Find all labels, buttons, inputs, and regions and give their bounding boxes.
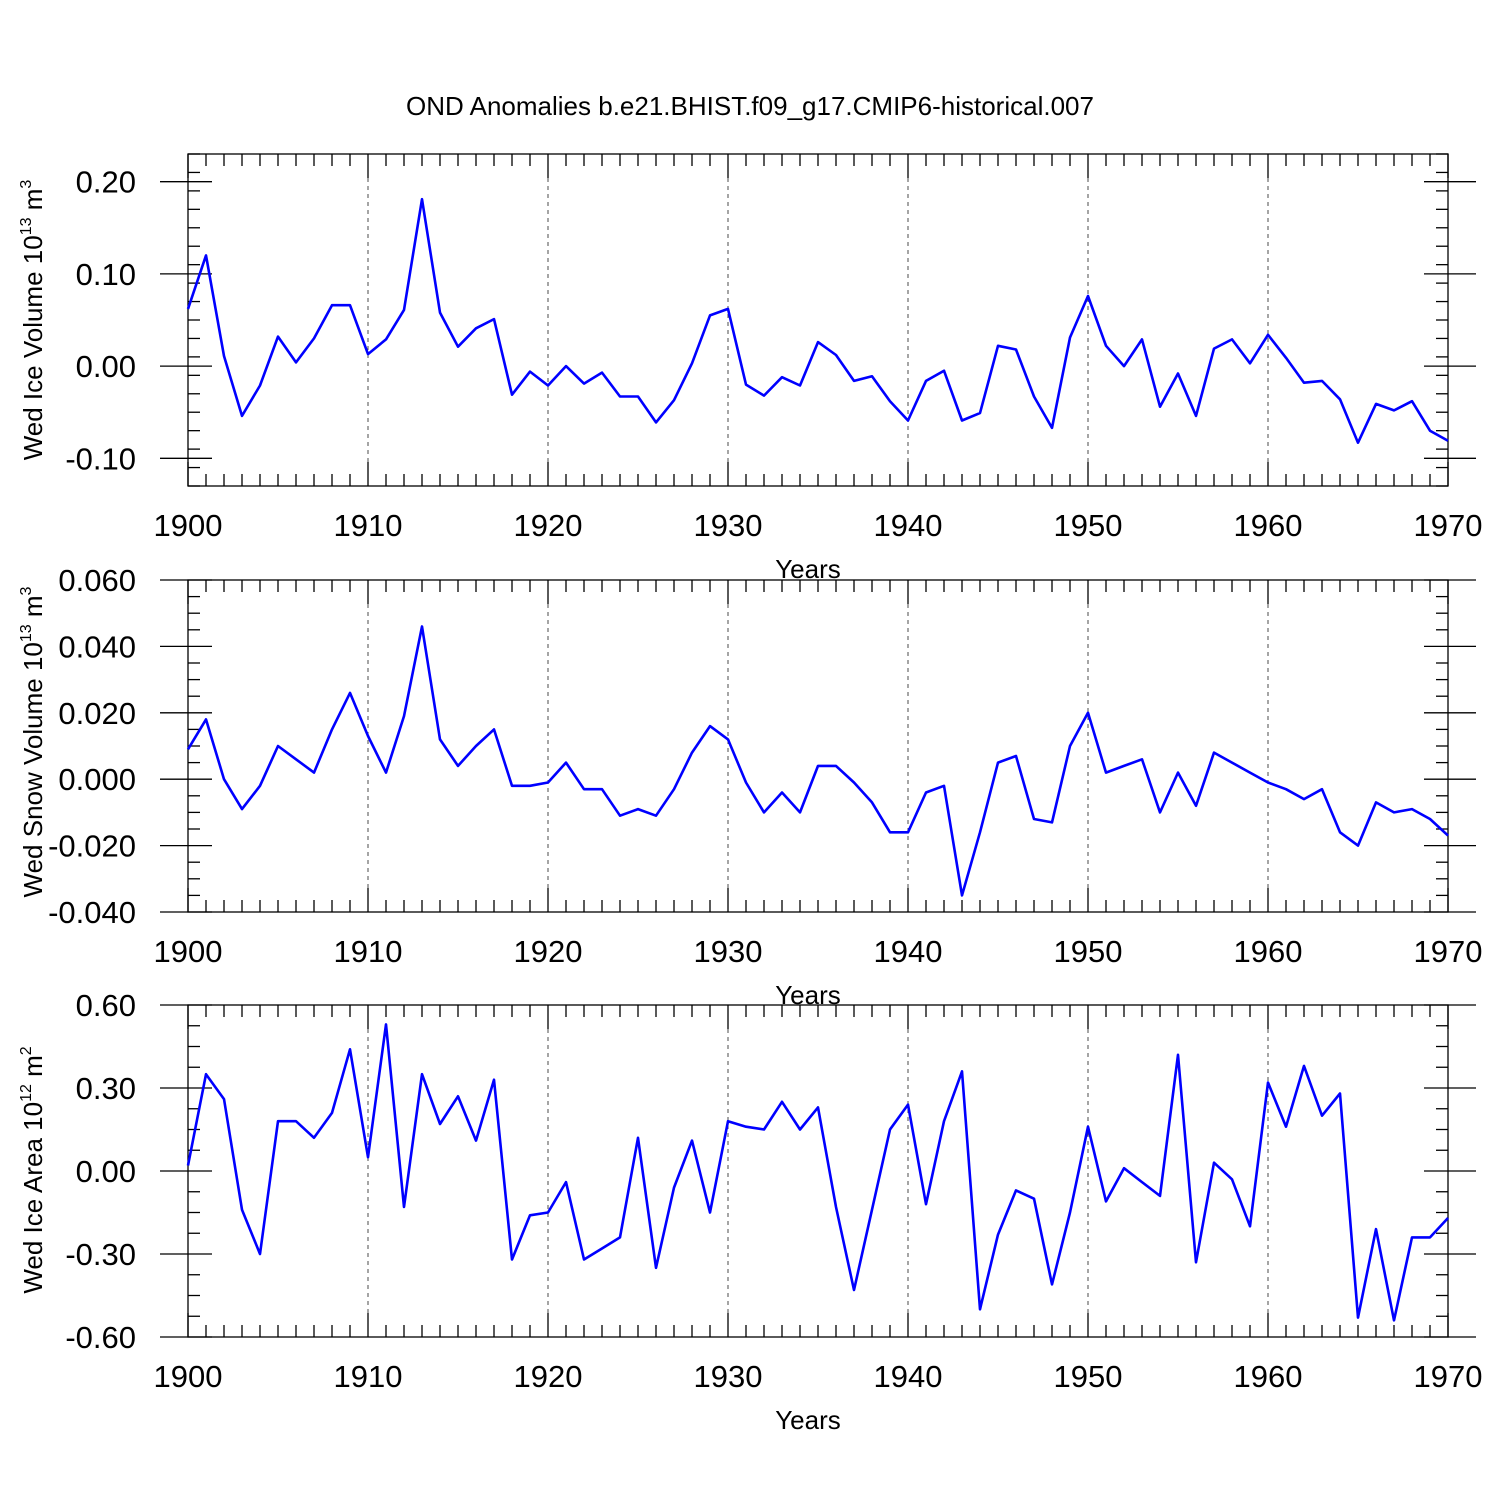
x-tick-label: 1940 xyxy=(874,508,943,543)
y-tick-label: 0.040 xyxy=(58,629,136,664)
y-axis-label-unit-exponent: 2 xyxy=(18,1046,35,1055)
y-tick-label: -0.60 xyxy=(65,1320,136,1355)
y-axis-label-text: Wed Ice Area 10 xyxy=(18,1102,48,1294)
series-line xyxy=(186,197,1449,445)
y-tick-label: 0.00 xyxy=(76,1154,136,1189)
panel-2: 1900 1910 1920 1930 1940 1950 1960 1970Years-0.… xyxy=(18,563,1482,1010)
x-tick-label: 1970 xyxy=(1414,508,1483,543)
panel-1: 1900 1910 1920 1930 1940 1950 1960 1970 Years -0.… xyxy=(18,153,1483,584)
y-tick-label: 0.020 xyxy=(58,696,136,731)
y-axis-label-unit: m xyxy=(18,1055,48,1084)
y-axis-label: Wed Ice Area 1012 m2 xyxy=(18,1046,48,1293)
x-tick-label: 1930 xyxy=(694,934,763,969)
y-axis-label: Wed Ice Volume 1013 m3 xyxy=(18,180,48,461)
x-axis-label: Years xyxy=(775,554,841,584)
x-tick-label: 1970 xyxy=(1414,1359,1483,1394)
plot-frame xyxy=(187,1004,1449,1338)
y-tick-label: -0.30 xyxy=(65,1237,136,1272)
series-line xyxy=(186,625,1449,897)
x-axis-label: Years xyxy=(775,1405,841,1435)
x-tick-label: 1900 xyxy=(154,1359,223,1394)
y-tick-label: 0.060 xyxy=(58,563,136,598)
x-tick-label: 1910 xyxy=(334,1359,403,1394)
x-tick-label: 1940 xyxy=(874,934,943,969)
x-tick-label: 1910 xyxy=(334,934,403,969)
y-axis-label: Wed Snow Volume 1013 m3 xyxy=(18,586,48,897)
x-tick-label: 1930 xyxy=(694,508,763,543)
y-tick-label: 0.30 xyxy=(76,1071,136,1106)
y-tick-label: 0.00 xyxy=(76,349,136,384)
x-tick-label: 1960 xyxy=(1234,508,1303,543)
y-axis-label-exponent: 13 xyxy=(18,624,35,642)
plot-frame xyxy=(187,153,1449,487)
series-line xyxy=(186,1023,1449,1322)
y-axis-label-exponent: 12 xyxy=(18,1084,35,1102)
plot-frame xyxy=(187,579,1449,913)
x-tick-label: 1950 xyxy=(1054,508,1123,543)
x-tick-label: 1970 xyxy=(1414,934,1483,969)
y-tick-label: -0.10 xyxy=(65,441,136,476)
y-axis-label-unit-exponent: 3 xyxy=(18,180,35,189)
x-tick-label: 1950 xyxy=(1054,934,1123,969)
x-tick-label: 1920 xyxy=(514,1359,583,1394)
y-axis-label-unit: m xyxy=(18,595,48,624)
x-tick-label: 1940 xyxy=(874,1359,943,1394)
x-tick-label: 1920 xyxy=(514,508,583,543)
x-tick-label: 1930 xyxy=(694,1359,763,1394)
y-tick-label: 0.20 xyxy=(76,165,136,200)
x-tick-label: 1960 xyxy=(1234,1359,1303,1394)
y-axis-label-text: Wed Snow Volume 10 xyxy=(18,642,48,897)
x-tick-label: 1900 xyxy=(154,508,223,543)
x-tick-label: 1960 xyxy=(1234,934,1303,969)
x-tick-label: 1920 xyxy=(514,934,583,969)
x-tick-label: 1900 xyxy=(154,934,223,969)
x-tick-label: 1950 xyxy=(1054,1359,1123,1394)
panel-3: 1900 1910 1920 1930 1940 1950 1960 1970 Years -0.… xyxy=(18,988,1482,1435)
y-axis-label-exponent: 13 xyxy=(18,217,35,235)
y-tick-label: -0.040 xyxy=(48,895,136,930)
y-axis-label-text: Wed Ice Volume 10 xyxy=(18,235,48,460)
y-tick-label: 0.10 xyxy=(76,257,136,292)
x-tick-label: 1910 xyxy=(334,508,403,543)
y-tick-label: 0.60 xyxy=(76,988,136,1023)
chart-title: OND Anomalies b.e21.BHIST.f09_g17.CMIP6-… xyxy=(406,91,1094,121)
y-tick-label: 0.000 xyxy=(58,762,136,797)
y-tick-label: -0.020 xyxy=(48,829,136,864)
y-axis-label-unit: m xyxy=(18,189,48,218)
y-axis-label-unit-exponent: 3 xyxy=(18,586,35,595)
